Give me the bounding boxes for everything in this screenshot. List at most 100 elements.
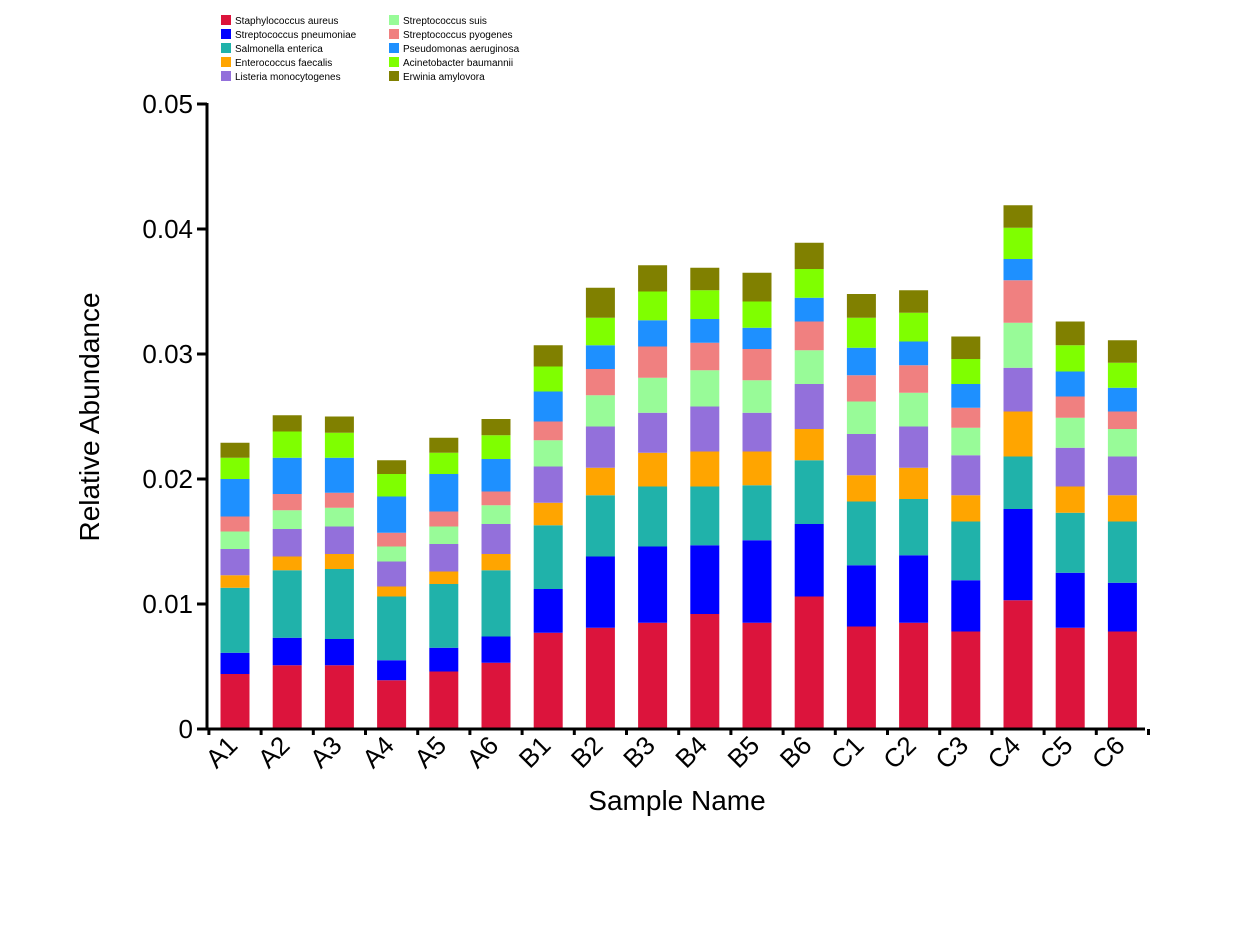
bar-segment-B4-s9 — [690, 267, 720, 291]
bar-segment-C4-s7 — [1003, 259, 1033, 281]
bar-segment-B4-s5 — [690, 370, 720, 407]
bar-segment-A3-s6 — [324, 492, 354, 508]
x-tick-label-A2: A2 — [252, 730, 296, 774]
bar-segment-B4-s8 — [690, 290, 720, 319]
legend-swatch — [221, 57, 231, 67]
x-tick-label-B1: B1 — [513, 730, 557, 774]
bar-segment-C1-s9 — [846, 294, 876, 318]
legend-swatch — [221, 29, 231, 39]
bar-segment-B4-s3 — [690, 451, 720, 487]
x-tick-label-C3: C3 — [929, 730, 974, 775]
bar-segment-C4-s4 — [1003, 367, 1033, 412]
x-tick-label-A5: A5 — [408, 730, 452, 774]
bar-segment-A3-s1 — [324, 639, 354, 666]
bar-segment-C5-s2 — [1055, 512, 1085, 573]
bar-segment-C4-s2 — [1003, 456, 1033, 509]
bar-segment-A6-s1 — [481, 636, 511, 663]
legend-swatch — [389, 43, 399, 53]
x-tick-label-C6: C6 — [1086, 730, 1131, 775]
bar-segment-B5-s5 — [742, 380, 772, 413]
bar-segment-C1-s8 — [846, 317, 876, 348]
legend-label: Acinetobacter baumannii — [403, 58, 513, 69]
x-tick-label-B5: B5 — [722, 730, 766, 774]
bar-segment-C5-s5 — [1055, 417, 1085, 448]
bar-segment-C4-s1 — [1003, 509, 1033, 601]
legend-swatch — [221, 15, 231, 25]
bar-segment-A4-s7 — [377, 496, 407, 533]
bar-segment-A1-s0 — [220, 674, 250, 729]
legend-label: Listeria monocytogenes — [235, 72, 341, 83]
bar-segment-B4-s0 — [690, 614, 720, 729]
x-tick-label-B6: B6 — [774, 730, 818, 774]
legend-swatch — [221, 43, 231, 53]
bar-segment-C4-s5 — [1003, 322, 1033, 368]
bar-segment-B2-s8 — [585, 317, 615, 346]
y-tick-label: 0.02 — [142, 464, 193, 494]
legend-swatch — [389, 15, 399, 25]
bar-segment-B5-s4 — [742, 412, 772, 452]
bar-segment-C3-s8 — [951, 359, 981, 384]
y-tick-label: 0.05 — [142, 89, 193, 119]
bar-segment-C3-s5 — [951, 427, 981, 456]
bar-segment-B1-s3 — [533, 502, 563, 526]
legend-label: Staphylococcus aureus — [235, 16, 338, 27]
bar-segment-B6-s8 — [794, 269, 824, 298]
bar-segment-B5-s9 — [742, 272, 772, 302]
bar-segment-A4-s2 — [377, 596, 407, 661]
legend-swatch — [389, 57, 399, 67]
bar-segment-C2-s3 — [899, 467, 929, 499]
bar-segment-A3-s7 — [324, 457, 354, 493]
legend-label: Streptococcus pneumoniae — [235, 30, 357, 41]
bar-segment-C1-s7 — [846, 347, 876, 376]
bar-segment-B4-s2 — [690, 486, 720, 546]
bar-segment-C3-s9 — [951, 336, 981, 359]
y-tick-label: 0.03 — [142, 339, 193, 369]
bar-segment-A1-s9 — [220, 442, 250, 458]
bar-segment-A6-s2 — [481, 570, 511, 637]
bar-segment-C6-s4 — [1107, 456, 1137, 496]
bar-segment-C1-s6 — [846, 375, 876, 402]
bar-segment-B5-s7 — [742, 327, 772, 349]
bar-segment-B2-s1 — [585, 556, 615, 628]
x-tick-label-A4: A4 — [356, 730, 400, 774]
legend-label: Pseudomonas aeruginosa — [403, 44, 520, 55]
bar-segment-B2-s3 — [585, 467, 615, 496]
bar-segment-A4-s1 — [377, 660, 407, 681]
bar-segment-A6-s5 — [481, 505, 511, 524]
bar-segment-B4-s4 — [690, 406, 720, 452]
bar-segment-B6-s2 — [794, 460, 824, 524]
bar-segment-B6-s6 — [794, 321, 824, 351]
bar-segment-A1-s7 — [220, 479, 250, 517]
legend-label: Enterococcus faecalis — [235, 58, 332, 69]
bar-segment-A5-s4 — [429, 544, 459, 572]
bar-segment-A2-s8 — [272, 431, 302, 458]
bar-segment-B1-s0 — [533, 632, 563, 729]
bar-segment-A2-s0 — [272, 665, 302, 729]
bar-segment-A6-s0 — [481, 662, 511, 729]
bar-segment-A5-s8 — [429, 452, 459, 474]
bar-segment-C2-s8 — [899, 312, 929, 342]
bar-segment-B3-s9 — [638, 265, 668, 292]
bar-segment-C3-s3 — [951, 495, 981, 522]
bar-segment-A4-s5 — [377, 546, 407, 562]
bar-segment-B1-s1 — [533, 589, 563, 633]
x-tick-label-A3: A3 — [304, 730, 348, 774]
bar-segment-C5-s7 — [1055, 371, 1085, 397]
bar-segment-A2-s9 — [272, 415, 302, 432]
bar-segment-A5-s1 — [429, 647, 459, 672]
legend-label: Streptococcus suis — [403, 16, 487, 27]
x-tick-label-A1: A1 — [200, 730, 244, 774]
bar-segment-B5-s8 — [742, 301, 772, 328]
bar-segment-A3-s9 — [324, 416, 354, 433]
bar-segment-A1-s6 — [220, 516, 250, 532]
x-tick-label-C1: C1 — [825, 730, 870, 775]
legend-swatch — [389, 71, 399, 81]
bar-segment-C2-s1 — [899, 555, 929, 623]
bar-segment-B6-s7 — [794, 297, 824, 322]
bar-segment-C1-s0 — [846, 626, 876, 729]
y-axis-title: Relative Abundance — [74, 292, 105, 541]
bar-segment-A1-s8 — [220, 457, 250, 479]
bars-layer — [220, 205, 1137, 729]
bar-segment-C2-s7 — [899, 341, 929, 366]
bar-segment-C2-s6 — [899, 365, 929, 393]
